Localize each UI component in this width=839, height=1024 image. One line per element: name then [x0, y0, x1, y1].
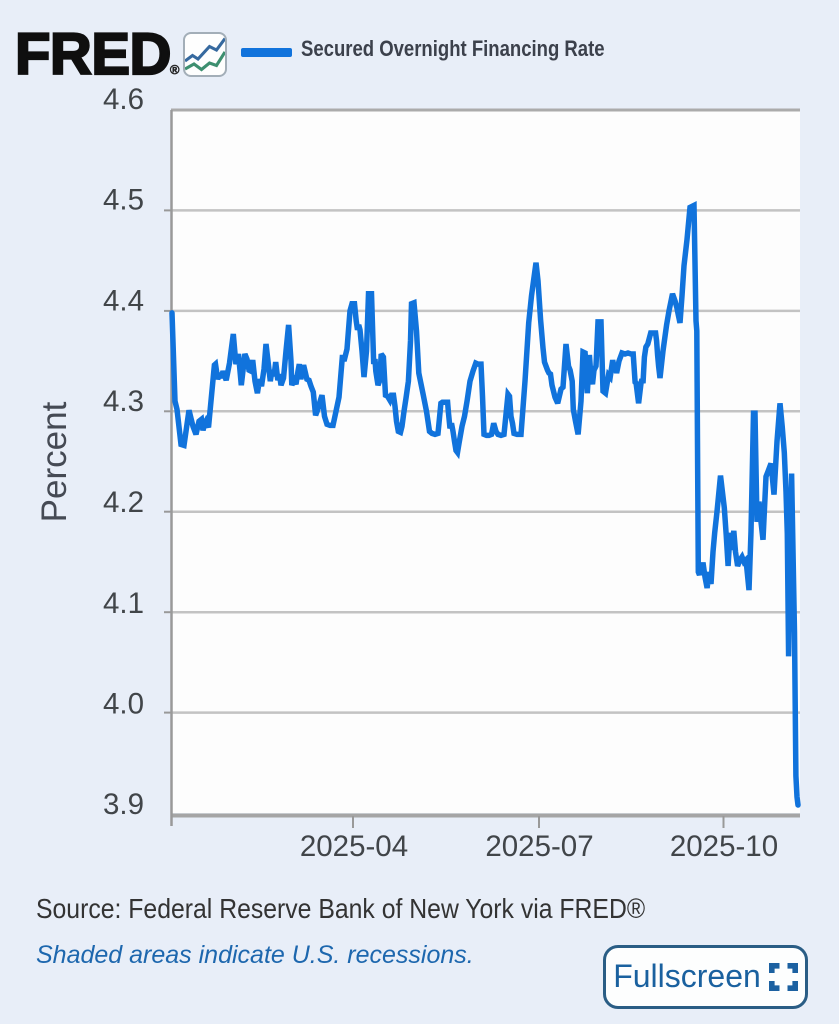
svg-text:2025-10: 2025-10 [670, 830, 778, 863]
svg-text:4.6: 4.6 [103, 83, 144, 116]
svg-text:4.0: 4.0 [103, 688, 144, 721]
svg-text:3.9: 3.9 [103, 788, 144, 821]
svg-text:Percent: Percent [35, 401, 74, 522]
svg-text:4.3: 4.3 [103, 385, 144, 418]
svg-text:4.2: 4.2 [103, 486, 144, 519]
svg-text:4.5: 4.5 [103, 184, 144, 217]
svg-text:2025-07: 2025-07 [485, 830, 593, 863]
svg-text:4.4: 4.4 [103, 284, 144, 317]
svg-text:4.1: 4.1 [103, 587, 144, 620]
svg-text:2025-04: 2025-04 [300, 830, 408, 863]
